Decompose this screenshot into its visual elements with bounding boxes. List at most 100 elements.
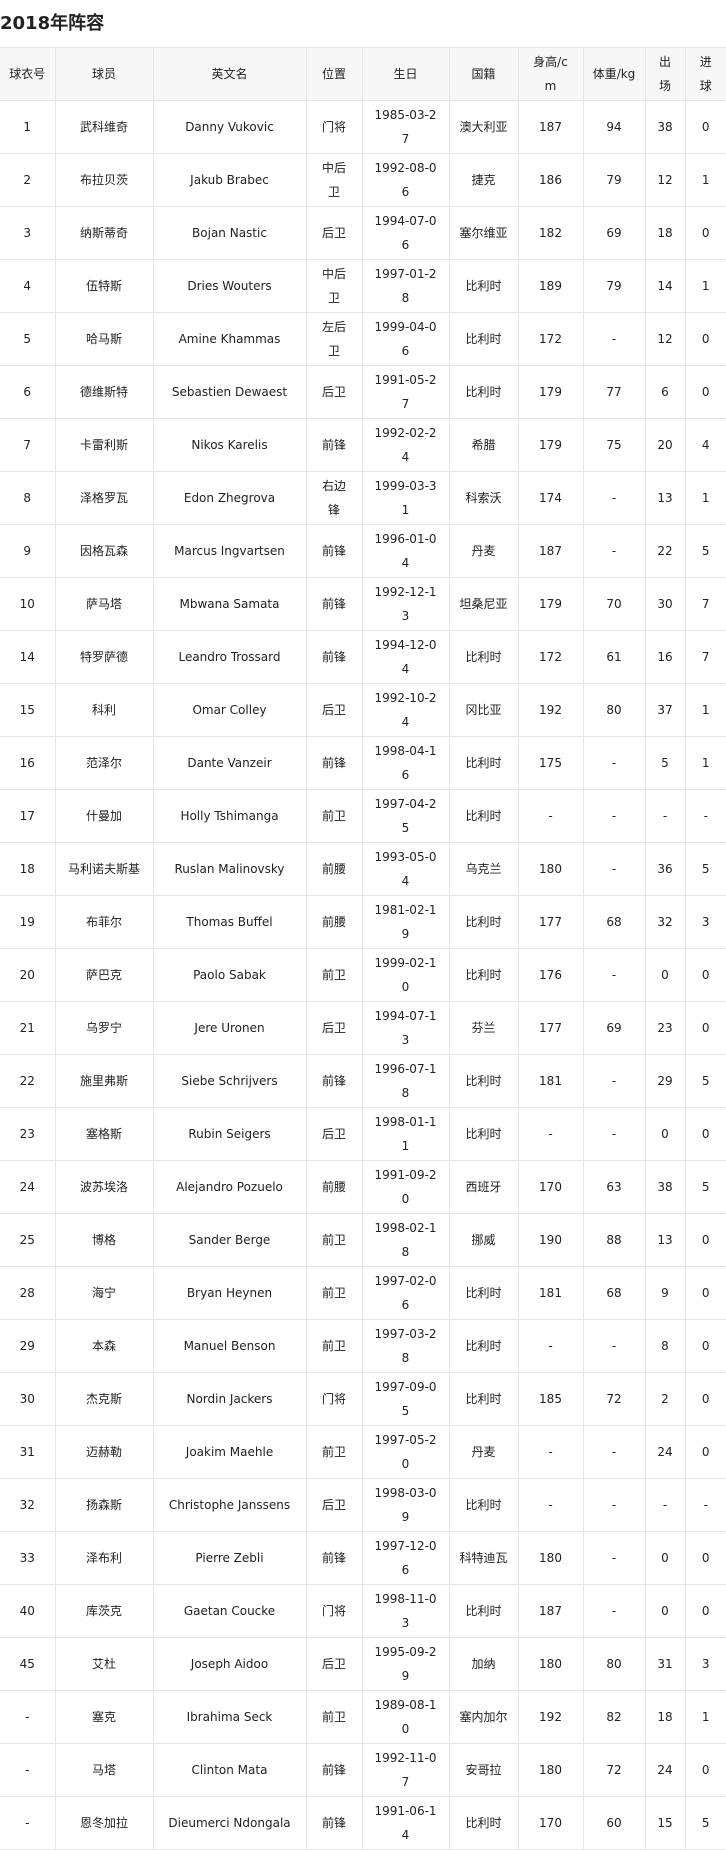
table-cell: 伍特斯	[54, 259, 154, 313]
table-cell: 丹麦	[448, 524, 519, 578]
table-cell: 比利时	[448, 312, 519, 366]
table-cell: 前锋	[305, 1531, 363, 1585]
table-cell: -	[582, 524, 646, 578]
table-cell: 12	[644, 312, 686, 366]
table-cell: 前腰	[305, 895, 363, 949]
table-cell: -	[0, 1796, 56, 1850]
table-cell: 0	[684, 1743, 726, 1797]
table-cell: 加纳	[448, 1637, 519, 1691]
table-cell: 前锋	[305, 577, 363, 631]
table-cell: 乌罗宁	[54, 1001, 154, 1055]
table-cell: 前锋	[305, 736, 363, 790]
table-cell: 坦桑尼亚	[448, 577, 519, 631]
table-cell: 1991-09-20	[361, 1160, 450, 1214]
table-cell: 180	[517, 1743, 584, 1797]
table-cell: 21	[0, 1001, 56, 1055]
table-cell: 0	[684, 206, 726, 260]
table-cell: 0	[684, 1213, 726, 1267]
table-cell: 1997-04-25	[361, 789, 450, 843]
table-cell: 82	[582, 1690, 646, 1744]
table-cell: 塞尔维亚	[448, 206, 519, 260]
table-cell: 波苏埃洛	[54, 1160, 154, 1214]
table-cell: 170	[517, 1160, 584, 1214]
table-cell: 180	[517, 1531, 584, 1585]
table-cell: 36	[644, 842, 686, 896]
table-cell: -	[582, 1107, 646, 1161]
table-cell: 180	[517, 1637, 584, 1691]
table-cell: Alejandro Pozuelo	[152, 1160, 307, 1214]
table-cell: 38	[644, 100, 686, 154]
table-cell: 1999-02-10	[361, 948, 450, 1002]
table-cell: 1981-02-19	[361, 895, 450, 949]
table-cell: 比利时	[448, 1107, 519, 1161]
table-cell: 23	[644, 1001, 686, 1055]
table-cell: 1996-07-18	[361, 1054, 450, 1108]
table-cell: 1997-03-28	[361, 1319, 450, 1373]
table-cell: Sander Berge	[152, 1213, 307, 1267]
table-cell: 1994-07-13	[361, 1001, 450, 1055]
table-cell: Paolo Sabak	[152, 948, 307, 1002]
table-row: 9 因格瓦森 Marcus Ingvartsen 前锋 1996-01-04 丹麦 187-…	[0, 524, 726, 578]
table-cell: 塞格斯	[54, 1107, 154, 1161]
table-cell: 比利时	[448, 1584, 519, 1638]
table-cell: 16	[0, 736, 56, 790]
table-cell: 0	[684, 1531, 726, 1585]
table-cell: 比利时	[448, 1319, 519, 1373]
table-cell: -	[582, 789, 646, 843]
table-cell: 7	[0, 418, 56, 472]
table-cell: 30	[0, 1372, 56, 1426]
table-cell: 31	[0, 1425, 56, 1479]
table-cell: Rubin Seigers	[152, 1107, 307, 1161]
table-cell: 1	[684, 259, 726, 313]
table-cell: 24	[0, 1160, 56, 1214]
table-cell: 4	[0, 259, 56, 313]
table-cell: 前卫	[305, 1213, 363, 1267]
table-cell: 1989-08-10	[361, 1690, 450, 1744]
table-cell: 20	[0, 948, 56, 1002]
table-cell: 0	[684, 1001, 726, 1055]
table-cell: Holly Tshimanga	[152, 789, 307, 843]
column-header: 英文名	[152, 47, 307, 101]
table-cell: 本森	[54, 1319, 154, 1373]
table-cell: 181	[517, 1054, 584, 1108]
table-cell: 6	[0, 365, 56, 419]
table-cell: 23	[0, 1107, 56, 1161]
table-cell: 6	[644, 365, 686, 419]
table-cell: Edon Zhegrova	[152, 471, 307, 525]
table-cell: Bojan Nastic	[152, 206, 307, 260]
table-cell: 68	[582, 1266, 646, 1320]
table-cell: -	[517, 1425, 584, 1479]
table-cell: 门将	[305, 1372, 363, 1426]
table-cell: 1998-11-03	[361, 1584, 450, 1638]
table-cell: 杰克斯	[54, 1372, 154, 1426]
table-cell: 14	[0, 630, 56, 684]
table-row: 25 博格 Sander Berge 前卫 1998-02-18 挪威 190 88 13 0	[0, 1213, 726, 1267]
table-cell: 3	[0, 206, 56, 260]
table-row: 28 海宁 Bryan Heynen 前卫 1997-02-06 比利时 181 68 9 0	[0, 1266, 726, 1320]
table-cell: 迈赫勒	[54, 1425, 154, 1479]
column-header: 身高/cm	[517, 47, 584, 101]
table-cell: 192	[517, 683, 584, 737]
table-row: 8 泽格罗瓦 Edon Zhegrova 右边锋 1999-03-31 科索沃 174-13…	[0, 471, 726, 525]
table-row: 18 马利诺夫斯基 Ruslan Malinovsky 前腰 1993-05-04 乌克兰…	[0, 842, 726, 896]
table-cell: 后卫	[305, 1107, 363, 1161]
table-row: 31 迈赫勒 Joakim Maehle 前卫 1997-05-20 丹麦 - -24 0	[0, 1425, 726, 1479]
table-cell: 比利时	[448, 895, 519, 949]
table-row: - 恩冬加拉 Dieumerci Ndongala 前锋 1991-06-14 比利时 17…	[0, 1796, 726, 1850]
table-body: 1 武科维奇 Danny Vukovic 门将 1985-03-27 澳大利亚 187 94 3…	[0, 100, 726, 1850]
column-header: 国籍	[448, 47, 519, 101]
table-cell: 前锋	[305, 1054, 363, 1108]
table-cell: Thomas Buffel	[152, 895, 307, 949]
table-cell: 33	[0, 1531, 56, 1585]
table-cell: 40	[0, 1584, 56, 1638]
table-cell: 182	[517, 206, 584, 260]
table-cell: 后卫	[305, 1001, 363, 1055]
table-cell: 芬兰	[448, 1001, 519, 1055]
table-cell: 比利时	[448, 259, 519, 313]
table-cell: 1998-03-09	[361, 1478, 450, 1532]
table-cell: 10	[0, 577, 56, 631]
table-cell: 1	[684, 736, 726, 790]
table-cell: -	[517, 1478, 584, 1532]
table-cell: Danny Vukovic	[152, 100, 307, 154]
table-cell: Dries Wouters	[152, 259, 307, 313]
